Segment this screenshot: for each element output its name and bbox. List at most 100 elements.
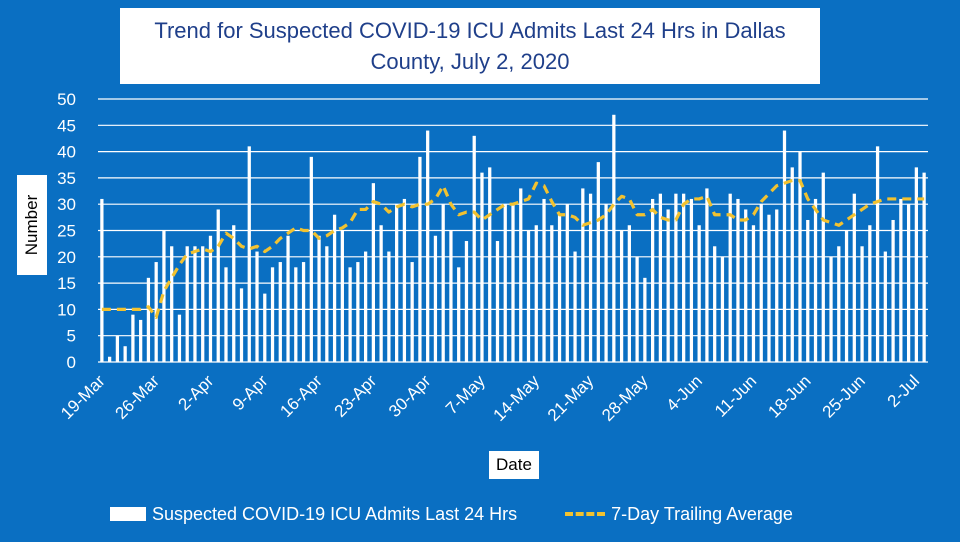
bar (682, 193, 686, 362)
bar (922, 172, 926, 362)
x-tick-label: 11-Jun (711, 371, 760, 420)
bar (650, 198, 655, 362)
bar (488, 167, 492, 362)
bar (829, 256, 833, 362)
bar (914, 167, 918, 362)
bar (247, 146, 251, 362)
y-tick-label: 10 (57, 300, 76, 319)
legend-item-bars: Suspected COVID-19 ICU Admits Last 24 Hr… (110, 504, 517, 525)
bar (224, 267, 228, 362)
y-tick-label: 30 (57, 195, 76, 214)
bar (868, 225, 872, 362)
bar (208, 235, 213, 362)
x-tick-label: 19-Mar (57, 371, 109, 423)
bar (418, 156, 422, 362)
bar (813, 198, 818, 362)
bar (131, 314, 135, 362)
x-tick-label: 23-Apr (331, 371, 381, 421)
bar (705, 188, 709, 362)
bar (573, 251, 577, 362)
bar (542, 198, 546, 362)
bar (441, 204, 445, 362)
y-tick-label: 5 (67, 327, 76, 346)
bar (108, 356, 112, 362)
bar (588, 193, 593, 362)
y-tick-label: 15 (57, 274, 76, 293)
legend-bar-label: Suspected COVID-19 ICU Admits Last 24 Hr… (152, 503, 518, 524)
bar (534, 225, 538, 362)
y-axis-label-text: Number (22, 194, 41, 256)
bar (379, 225, 383, 362)
trailing-average-line (101, 178, 925, 319)
bar (263, 293, 267, 362)
bar (906, 204, 911, 362)
y-tick-label: 40 (57, 143, 76, 162)
bar (239, 288, 244, 362)
legend-item-line: 7-Day Trailing Average (565, 504, 793, 525)
bar (332, 214, 337, 362)
y-tick-label: 35 (57, 169, 76, 188)
bar (170, 246, 174, 362)
bar (286, 235, 290, 362)
bar (309, 156, 313, 362)
bar (689, 198, 694, 362)
bar (635, 256, 639, 362)
bar (363, 251, 368, 362)
bar (426, 130, 430, 362)
bar (875, 146, 880, 362)
legend: Suspected COVID-19 ICU Admits Last 24 Hr… (110, 500, 870, 528)
x-tick-label: 25-Jun (819, 371, 869, 421)
bar (387, 251, 391, 362)
bar (519, 188, 523, 362)
x-tick-label: 7-May (442, 371, 489, 418)
bar (464, 241, 469, 362)
bar (581, 188, 585, 362)
bar (852, 193, 856, 362)
y-tick-label: 0 (67, 353, 76, 372)
bar (495, 241, 500, 362)
bar (317, 235, 321, 362)
bar (697, 225, 701, 362)
bar (821, 172, 825, 362)
bar (798, 151, 802, 362)
bar (457, 267, 461, 362)
bar (193, 246, 197, 362)
bar (782, 130, 787, 362)
x-axis-label: Date (489, 451, 539, 479)
bar (604, 204, 608, 362)
bar (751, 225, 756, 362)
chart-title: Trend for Suspected COVID-19 ICU Admits … (120, 8, 820, 84)
bar (860, 246, 864, 362)
x-tick-label: 26-Mar (111, 371, 163, 423)
bar (340, 230, 344, 362)
bar (806, 219, 810, 362)
bar (557, 214, 562, 362)
legend-line-label: 7-Day Trailing Average (611, 503, 793, 524)
bar (348, 267, 352, 362)
bar (837, 246, 841, 362)
bar (728, 193, 732, 362)
x-tick-label: 30-Apr (385, 371, 435, 421)
x-tick-label: 9-Apr (229, 371, 272, 414)
bar (146, 277, 151, 362)
bar (232, 225, 236, 362)
bar (216, 209, 220, 362)
bar (627, 225, 631, 362)
bar (899, 198, 903, 362)
x-tick-label: 14-May (490, 371, 544, 425)
y-tick-label: 25 (57, 222, 76, 241)
bar (294, 267, 298, 362)
legend-line-swatch (565, 512, 606, 516)
bar (278, 262, 282, 362)
y-axis-label: Number (17, 175, 47, 275)
bar (301, 262, 306, 362)
bar (395, 204, 399, 362)
bar (503, 204, 507, 362)
bar (565, 204, 569, 362)
bar (472, 135, 476, 362)
bar (790, 167, 794, 362)
bar (619, 230, 624, 362)
bar (596, 162, 600, 362)
bar (371, 183, 376, 362)
